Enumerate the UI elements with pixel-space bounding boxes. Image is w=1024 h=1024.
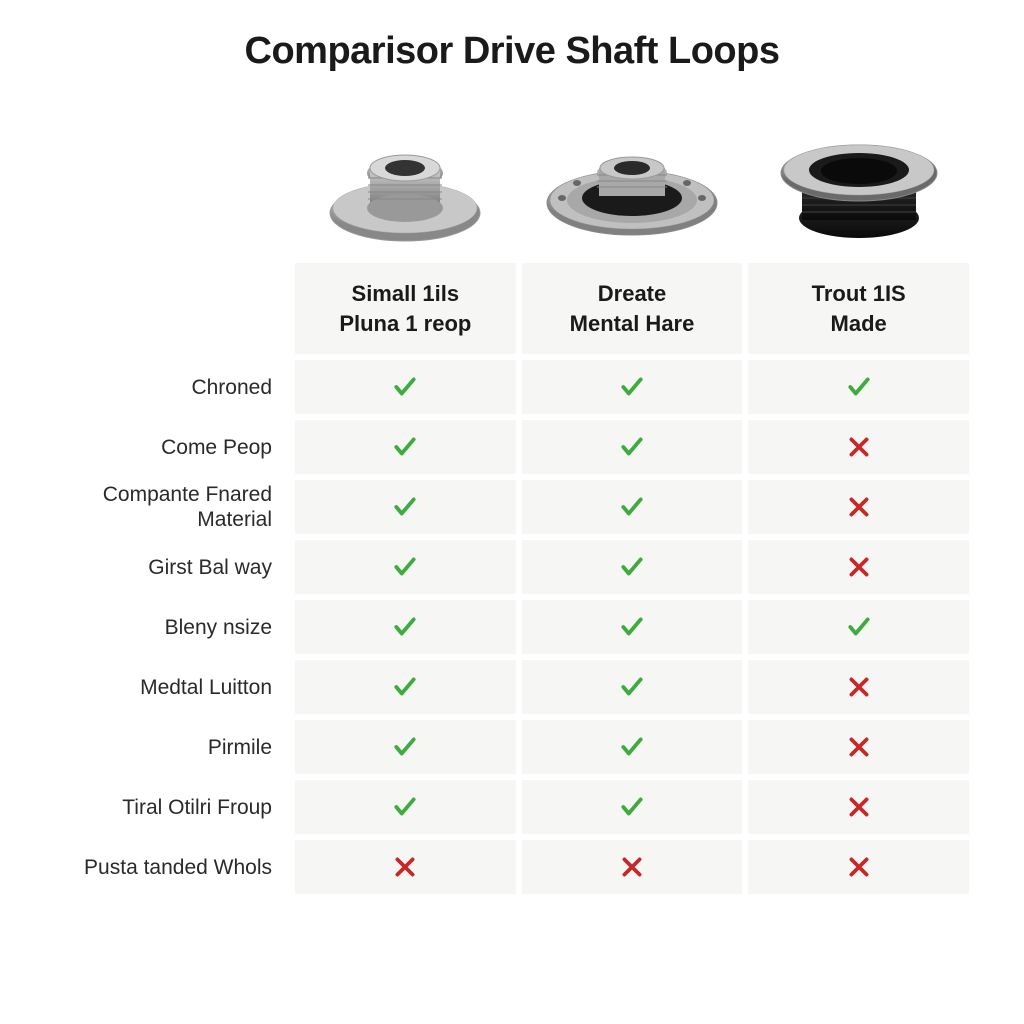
feature-label: Bleny nsize xyxy=(52,600,292,654)
cross-icon xyxy=(846,674,872,700)
product-image-cell-2 xyxy=(519,103,746,263)
feature-row: Pirmile xyxy=(52,720,972,774)
feature-cell xyxy=(748,780,969,834)
feature-label: Girst Bal way xyxy=(52,540,292,594)
feature-label: Come Peop xyxy=(52,420,292,474)
feature-cell xyxy=(295,540,516,594)
check-icon xyxy=(392,794,418,820)
feature-row: Girst Bal way xyxy=(52,540,972,594)
feature-cell xyxy=(748,600,969,654)
feature-cell xyxy=(295,480,516,534)
check-icon xyxy=(392,734,418,760)
check-icon xyxy=(619,434,645,460)
feature-row: Compante Fnared Material xyxy=(52,480,972,534)
cross-icon xyxy=(846,554,872,580)
feature-cell xyxy=(295,780,516,834)
feature-cell xyxy=(748,720,969,774)
feature-cell xyxy=(748,420,969,474)
feature-cell xyxy=(748,660,969,714)
product-image-3 xyxy=(764,103,954,253)
feature-label: Tiral Otilri Froup xyxy=(52,780,292,834)
check-icon xyxy=(392,674,418,700)
feature-cell xyxy=(522,540,743,594)
check-icon xyxy=(392,494,418,520)
cross-icon xyxy=(846,854,872,880)
cross-icon xyxy=(846,494,872,520)
feature-cell xyxy=(522,480,743,534)
feature-cell xyxy=(522,360,743,414)
feature-cell xyxy=(295,840,516,894)
product-image-cell-1 xyxy=(292,103,519,263)
check-icon xyxy=(619,374,645,400)
comparison-table: Simall 1ils Pluna 1 reop Dreate Mental H… xyxy=(52,103,972,894)
column-header-1-line2: Pluna 1 reop xyxy=(339,311,471,336)
feature-row: Bleny nsize xyxy=(52,600,972,654)
column-header-3: Trout 1IS Made xyxy=(748,263,969,354)
check-icon xyxy=(846,374,872,400)
feature-cell xyxy=(522,780,743,834)
product-image-row xyxy=(52,103,972,263)
feature-row: Come Peop xyxy=(52,420,972,474)
check-icon xyxy=(619,614,645,640)
cross-icon xyxy=(392,854,418,880)
product-image-2 xyxy=(537,103,727,253)
feature-label: Medtal Luitton xyxy=(52,660,292,714)
check-icon xyxy=(392,614,418,640)
cross-icon xyxy=(619,854,645,880)
feature-cell xyxy=(522,720,743,774)
check-icon xyxy=(619,674,645,700)
check-icon xyxy=(619,494,645,520)
feature-cell xyxy=(522,660,743,714)
feature-label: Compante Fnared Material xyxy=(52,480,292,534)
column-header-2-line2: Mental Hare xyxy=(570,311,695,336)
column-header-1: Simall 1ils Pluna 1 reop xyxy=(295,263,516,354)
check-icon xyxy=(619,794,645,820)
feature-row: Chroned xyxy=(52,360,972,414)
cross-icon xyxy=(846,734,872,760)
feature-cell xyxy=(295,660,516,714)
feature-label: Pirmile xyxy=(52,720,292,774)
feature-cell xyxy=(748,360,969,414)
feature-cell xyxy=(522,600,743,654)
feature-label: Pusta tanded Whols xyxy=(52,840,292,894)
product-image-cell-3 xyxy=(745,103,972,263)
check-icon xyxy=(846,614,872,640)
feature-cell xyxy=(522,420,743,474)
page-title: Comparisor Drive Shaft Loops xyxy=(40,30,984,73)
feature-cell xyxy=(295,420,516,474)
check-icon xyxy=(392,434,418,460)
cross-icon xyxy=(846,794,872,820)
feature-cell xyxy=(748,840,969,894)
feature-cell xyxy=(295,600,516,654)
column-header-row: Simall 1ils Pluna 1 reop Dreate Mental H… xyxy=(52,263,972,354)
feature-label: Chroned xyxy=(52,360,292,414)
check-icon xyxy=(619,734,645,760)
product-image-1 xyxy=(310,103,500,253)
column-header-3-line2: Made xyxy=(831,311,887,336)
check-icon xyxy=(619,554,645,580)
column-header-2: Dreate Mental Hare xyxy=(522,263,743,354)
column-header-2-line1: Dreate xyxy=(598,281,666,306)
check-icon xyxy=(392,554,418,580)
feature-cell xyxy=(748,480,969,534)
feature-cell xyxy=(748,540,969,594)
feature-row: Tiral Otilri Froup xyxy=(52,780,972,834)
check-icon xyxy=(392,374,418,400)
feature-cell xyxy=(295,360,516,414)
feature-cell xyxy=(522,840,743,894)
feature-row: Medtal Luitton xyxy=(52,660,972,714)
column-header-1-line1: Simall 1ils xyxy=(352,281,460,306)
column-header-3-line1: Trout 1IS xyxy=(812,281,906,306)
cross-icon xyxy=(846,434,872,460)
feature-row: Pusta tanded Whols xyxy=(52,840,972,894)
feature-cell xyxy=(295,720,516,774)
